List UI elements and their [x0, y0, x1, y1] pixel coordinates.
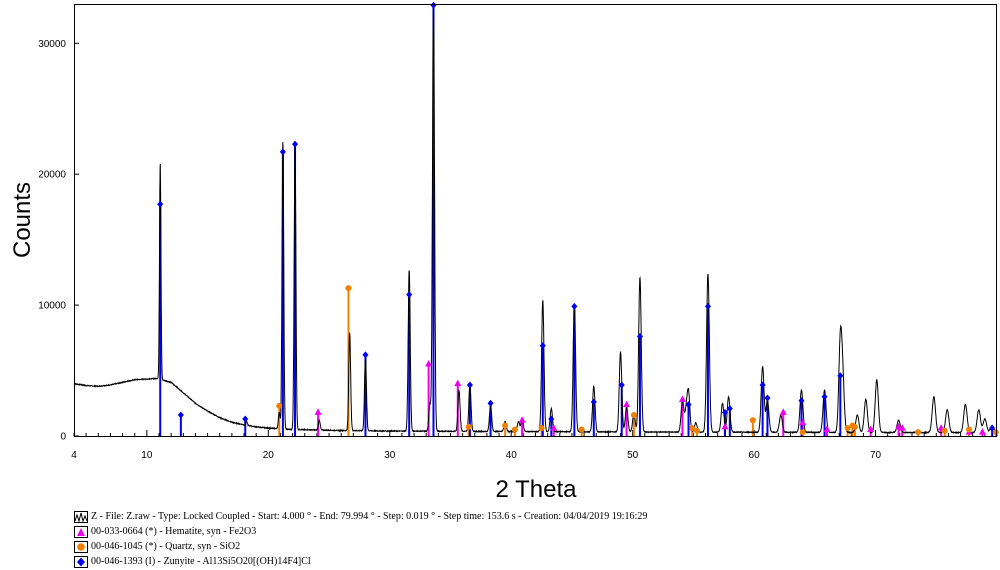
diamond-marker — [590, 398, 597, 406]
circle-marker — [276, 402, 283, 409]
circle-marker — [749, 417, 756, 424]
circle-marker — [941, 427, 948, 434]
diffraction-pattern-line — [73, 4, 998, 435]
diamond-marker — [764, 394, 771, 402]
triangle-marker — [623, 400, 631, 408]
triangle-marker — [779, 408, 787, 415]
y-tick-label: 30000 — [38, 39, 66, 50]
diamond-marker — [726, 405, 733, 413]
circle-marker — [689, 425, 696, 432]
y-tick-label: 10000 — [38, 301, 66, 312]
triangle-marker — [867, 425, 875, 432]
legend-item-hematite: 00-033-0664 (*) - Hematite, syn - Fe2O3 — [74, 524, 647, 539]
legend-item-quartz: 00-046-1045 (*) - Quartz, syn - SiO2 — [74, 539, 647, 554]
reference-markers — [157, 1, 999, 436]
triangle-marker — [518, 416, 526, 423]
circle-marker — [992, 429, 999, 436]
triangle-marker — [454, 379, 462, 387]
triangle-marker — [898, 424, 906, 431]
diamond-marker — [548, 415, 555, 423]
y-tick-label: 0 — [60, 432, 66, 443]
x-tick-label: 40 — [506, 450, 518, 461]
circle-marker — [915, 429, 922, 436]
triangle-marker — [978, 428, 986, 435]
diamond-marker — [466, 381, 473, 389]
diamond-marker — [989, 424, 996, 432]
diamond-marker — [292, 140, 299, 148]
diamond-marker — [759, 381, 766, 389]
triangle-marker — [823, 425, 831, 432]
diamond-marker — [362, 351, 369, 359]
circle-marker — [511, 426, 518, 433]
diamond-marker — [618, 381, 625, 389]
diamond-marker-icon — [74, 555, 88, 568]
circle-marker-icon — [74, 540, 88, 553]
circle-marker — [465, 423, 472, 430]
diamond-marker — [157, 200, 164, 208]
triangle-marker — [799, 418, 807, 426]
triangle-marker-icon — [74, 525, 88, 538]
legend-label-pattern: Z - File: Z.raw - Type: Locked Coupled -… — [91, 511, 648, 522]
x-tick-label: 20 — [263, 450, 275, 461]
circle-marker — [844, 425, 851, 432]
x-tick-label: 30 — [384, 450, 396, 461]
diamond-marker — [539, 342, 546, 350]
diamond-marker — [430, 1, 437, 9]
x-tick-label: 70 — [870, 450, 882, 461]
legend-label-hematite: 00-033-0664 (*) - Hematite, syn - Fe2O3 — [91, 526, 257, 537]
y-tick-label: 20000 — [38, 170, 66, 181]
x-tick-label: 60 — [749, 450, 761, 461]
triangle-marker — [550, 424, 558, 431]
triangle-marker — [425, 360, 433, 367]
reference-sticks — [159, 5, 997, 436]
diamond-marker — [721, 408, 728, 416]
circle-marker — [578, 426, 585, 433]
x-axis-ticks: 4 10 20 30 40 50 60 70 — [71, 430, 998, 461]
circle-marker — [799, 429, 806, 436]
circle-marker — [966, 426, 973, 433]
diamond-marker — [798, 397, 805, 405]
y-axis-label: Counts — [9, 182, 36, 258]
diamond-marker — [837, 372, 844, 380]
legend: Z - File: Z.raw - Type: Locked Coupled -… — [74, 509, 647, 569]
diamond-marker — [487, 399, 494, 407]
diamond-marker — [242, 415, 249, 423]
triangle-marker — [678, 395, 686, 402]
legend-label-zunyite: 00-046-1393 (I) - Zunyite - Al13Si5O20[(… — [91, 556, 311, 567]
circle-marker — [630, 412, 637, 419]
diamond-marker — [685, 401, 692, 409]
diamond-marker — [571, 302, 578, 310]
plot-frame — [74, 4, 997, 437]
x-tick-label: 50 — [627, 450, 639, 461]
triangle-marker — [721, 422, 729, 430]
legend-label-quartz: 00-046-1045 (*) - Quartz, syn - SiO2 — [91, 541, 241, 552]
legend-item-zunyite: 00-046-1393 (I) - Zunyite - Al13Si5O20[(… — [74, 554, 647, 569]
x-tick-label: 4 — [71, 450, 77, 461]
diamond-marker — [177, 411, 184, 419]
circle-marker — [345, 285, 352, 292]
x-axis-label: 2 Theta — [496, 476, 578, 503]
diamond-marker — [821, 393, 828, 401]
circle-marker — [851, 423, 858, 430]
diamond-marker — [406, 291, 413, 299]
diamond-marker — [279, 148, 286, 156]
y-axis-ticks: 0 10000 20000 30000 — [38, 39, 79, 443]
legend-item-pattern: Z - File: Z.raw - Type: Locked Coupled -… — [74, 509, 647, 524]
triangle-marker — [314, 408, 322, 415]
circle-marker — [538, 425, 545, 432]
diamond-marker — [704, 302, 711, 310]
circle-marker — [502, 422, 509, 429]
x-tick-label: 10 — [141, 450, 153, 461]
diamond-marker — [636, 333, 643, 341]
pattern-trace-icon — [74, 510, 88, 523]
circle-marker — [694, 427, 701, 434]
